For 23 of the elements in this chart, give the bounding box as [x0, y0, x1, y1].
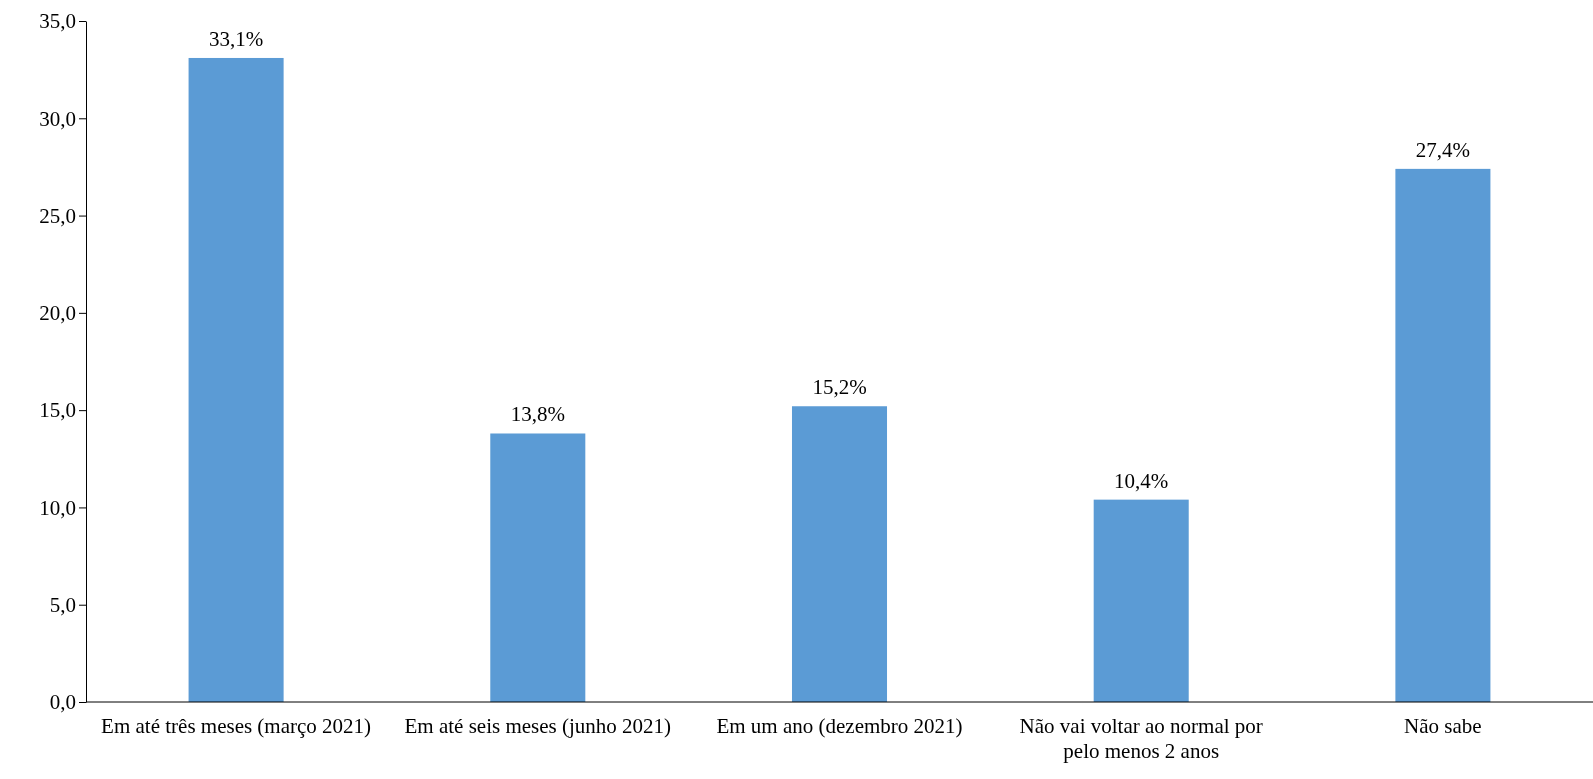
y-tick-label: 10,0	[39, 495, 76, 520]
x-tick-label: Não sabe	[1404, 714, 1482, 738]
bar	[1093, 499, 1189, 702]
y-tick-label: 0,0	[49, 690, 76, 715]
x-tick-label: Em até três meses (março 2021)	[101, 714, 372, 738]
x-tick-label: Em um ano (dezembro 2021)	[716, 714, 963, 738]
y-tick-label: 25,0	[39, 203, 76, 228]
y-tick-label: 5,0	[49, 592, 76, 617]
x-tick-label: Não vai voltar ao normal por pelo menos 2 anos	[1019, 714, 1263, 764]
data-label: 33,1%	[208, 26, 264, 51]
y-tick-label: 15,0	[39, 398, 76, 423]
bar	[1395, 168, 1491, 702]
data-label: 13,8%	[510, 402, 565, 427]
y-tick-label: 20,0	[39, 301, 76, 326]
data-label: 15,2%	[812, 375, 867, 400]
bar	[490, 433, 586, 702]
x-tick-label: Em até seis meses (junho 2021)	[404, 714, 672, 738]
y-tick-label: 30,0	[39, 106, 76, 131]
data-label: 27,4%	[1415, 137, 1471, 162]
bar	[791, 406, 888, 702]
data-label: 10,4%	[1114, 468, 1169, 493]
bar	[188, 57, 284, 702]
y-tick-label: 35,0	[39, 9, 76, 34]
